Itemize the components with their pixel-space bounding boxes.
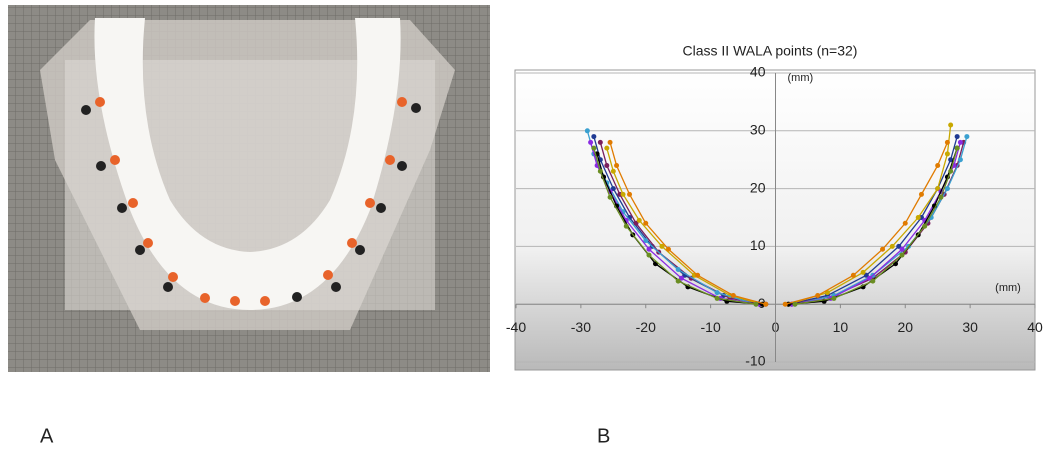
data-point [958,140,963,145]
photo [8,5,490,372]
data-point [763,302,768,307]
data-point [792,302,797,307]
y-tick-label: 20 [750,179,766,195]
data-point [591,134,596,139]
data-point [608,140,613,145]
y-axis-label: (mm) [788,72,814,84]
data-point [900,247,905,252]
x-tick-label: 10 [833,319,849,335]
data-point [695,273,700,278]
data-point [861,270,866,275]
data-point [754,302,759,307]
data-point [935,163,940,168]
data-point [637,218,642,223]
x-tick-label: -30 [571,319,591,335]
data-point [815,293,820,298]
data-point [591,146,596,151]
page: A B Class II WALA points (n=32) -1001020… [0,0,1043,450]
data-point [646,247,651,252]
x-tick-label: 20 [897,319,913,335]
x-tick-label: -40 [506,319,526,335]
data-point [900,253,905,258]
data-point [880,247,885,252]
data-point [666,247,671,252]
x-axis-label: (mm) [995,282,1021,294]
data-point [598,169,603,174]
data-point [903,221,908,226]
data-point [964,134,969,139]
data-point [604,146,609,151]
x-tick-label: 30 [962,319,978,335]
data-point [627,192,632,197]
data-point [916,215,921,220]
data-point [715,296,720,301]
x-tick-label: -20 [636,319,656,335]
data-point [715,290,720,295]
y-tick-label: -10 [745,353,765,369]
data-point [588,140,593,145]
data-point [945,186,950,191]
data-point [646,253,651,258]
data-point [948,123,953,128]
data-point [621,192,626,197]
data-point [831,296,836,301]
data-point [643,221,648,226]
data-point [624,224,629,229]
data-point [676,267,681,272]
y-tick-label: 40 [750,64,766,80]
data-point [948,169,953,174]
x-tick-label: -10 [701,319,721,335]
data-point [955,146,960,151]
y-tick-label: 30 [750,122,766,138]
data-point [585,128,590,133]
data-point [945,140,950,145]
data-point [870,279,875,284]
chart-title: Class II WALA points (n=32) [683,43,858,59]
data-point [890,244,895,249]
data-point [731,293,736,298]
data-point [676,279,681,284]
data-point [945,151,950,156]
figure: A B Class II WALA points (n=32) -1001020… [0,0,1043,450]
data-point [958,157,963,162]
data-point [598,140,603,145]
panel-label: B [597,425,610,447]
data-point [611,169,616,174]
data-point [919,192,924,197]
data-point [614,163,619,168]
x-tick-label: 40 [1027,319,1043,335]
data-point [955,134,960,139]
data-point [604,163,609,168]
data-point [783,302,788,307]
data-point [851,273,856,278]
data-point [608,195,613,200]
data-point [938,195,943,200]
panel-label: A [40,425,54,447]
y-tick-label: 10 [750,237,766,253]
data-point [922,224,927,229]
